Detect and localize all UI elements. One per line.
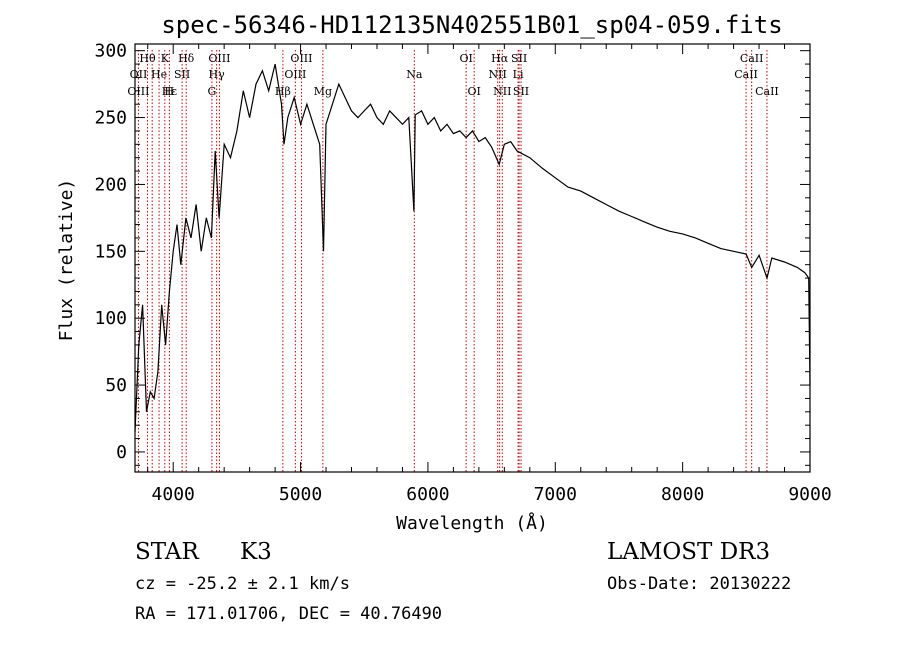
line-label-20: SII: [511, 52, 527, 65]
ra-dec: RA = 171.01706, DEC = 40.76490: [135, 604, 443, 624]
y-tick-label: 250: [94, 108, 127, 129]
x-tick-label: 6000: [406, 484, 449, 505]
line-label-23: NII: [493, 85, 511, 98]
line-label-1: OII: [130, 68, 148, 81]
line-label-3: K: [161, 52, 170, 65]
line-label-0: Hθ: [139, 52, 156, 65]
plot-frame: [134, 43, 811, 473]
x-tick-label: 7000: [534, 484, 577, 505]
survey-name: LAMOST DR3: [607, 539, 771, 565]
line-label-7: Hδ: [178, 52, 195, 65]
y-axis-ticks: 0 50 100 150 200 250 300: [94, 41, 810, 466]
line-label-19: Hα: [491, 52, 509, 65]
spectral-line-markers: [137, 50, 768, 472]
line-label-10: Hγ: [209, 68, 226, 81]
x-tick-label: 4000: [152, 484, 195, 505]
redshift-cz: cz = -25.2 ± 2.1 km/s: [135, 574, 350, 594]
line-label-15: Mg: [314, 85, 332, 98]
x-tick-label: 9000: [788, 484, 831, 505]
line-label-16: Na: [406, 68, 423, 81]
spectrum-line: [134, 63, 811, 432]
x-tick-label: 8000: [661, 484, 704, 505]
line-label-27: CaII: [755, 85, 779, 98]
chart-title: spec-56346-HD112135N402551B01_sp04-059.f…: [161, 11, 782, 39]
line-label-4: He: [151, 68, 167, 81]
line-label-26: CaII: [734, 68, 758, 81]
line-label-8: H: [164, 85, 174, 98]
object-subclass: K3: [240, 539, 272, 565]
x-tick-label: 5000: [279, 484, 322, 505]
y-tick-label: 150: [94, 241, 127, 262]
line-label-17: OI: [459, 52, 472, 65]
line-label-6: SII: [174, 68, 190, 81]
object-class: STAR: [135, 539, 199, 565]
y-tick-label: 100: [94, 308, 127, 329]
line-label-14: Hβ: [275, 85, 291, 98]
line-label-13: OIII: [284, 68, 306, 81]
obs-date: Obs-Date: 20130222: [607, 574, 792, 594]
line-label-11: G: [208, 85, 217, 98]
line-label-22: Li: [513, 68, 524, 81]
line-label-18: OI: [467, 85, 480, 98]
y-tick-label: 0: [116, 442, 127, 463]
line-label-2: OIII: [127, 85, 149, 98]
y-tick-label: 50: [105, 375, 127, 396]
y-tick-label: 300: [94, 41, 127, 62]
line-label-5: Hε: [162, 85, 178, 98]
line-label-12: OIII: [290, 52, 312, 65]
line-label-25: CaII: [740, 52, 764, 65]
y-tick-label: 200: [94, 174, 127, 195]
x-axis-ticks: 4000 5000 6000 7000 8000 9000: [147, 44, 832, 505]
line-label-9: OIII: [208, 52, 230, 65]
line-label-21: NII: [489, 68, 507, 81]
spectral-line-labels: Hθ OII OIII K He Hε SII Hδ H OIII Hγ G OIII OIII Hβ Mg N…: [127, 52, 778, 98]
x-axis-label: Wavelength (Å): [396, 512, 548, 534]
line-label-24: SII: [513, 85, 529, 98]
y-axis-label: Flux (relative): [56, 179, 77, 342]
